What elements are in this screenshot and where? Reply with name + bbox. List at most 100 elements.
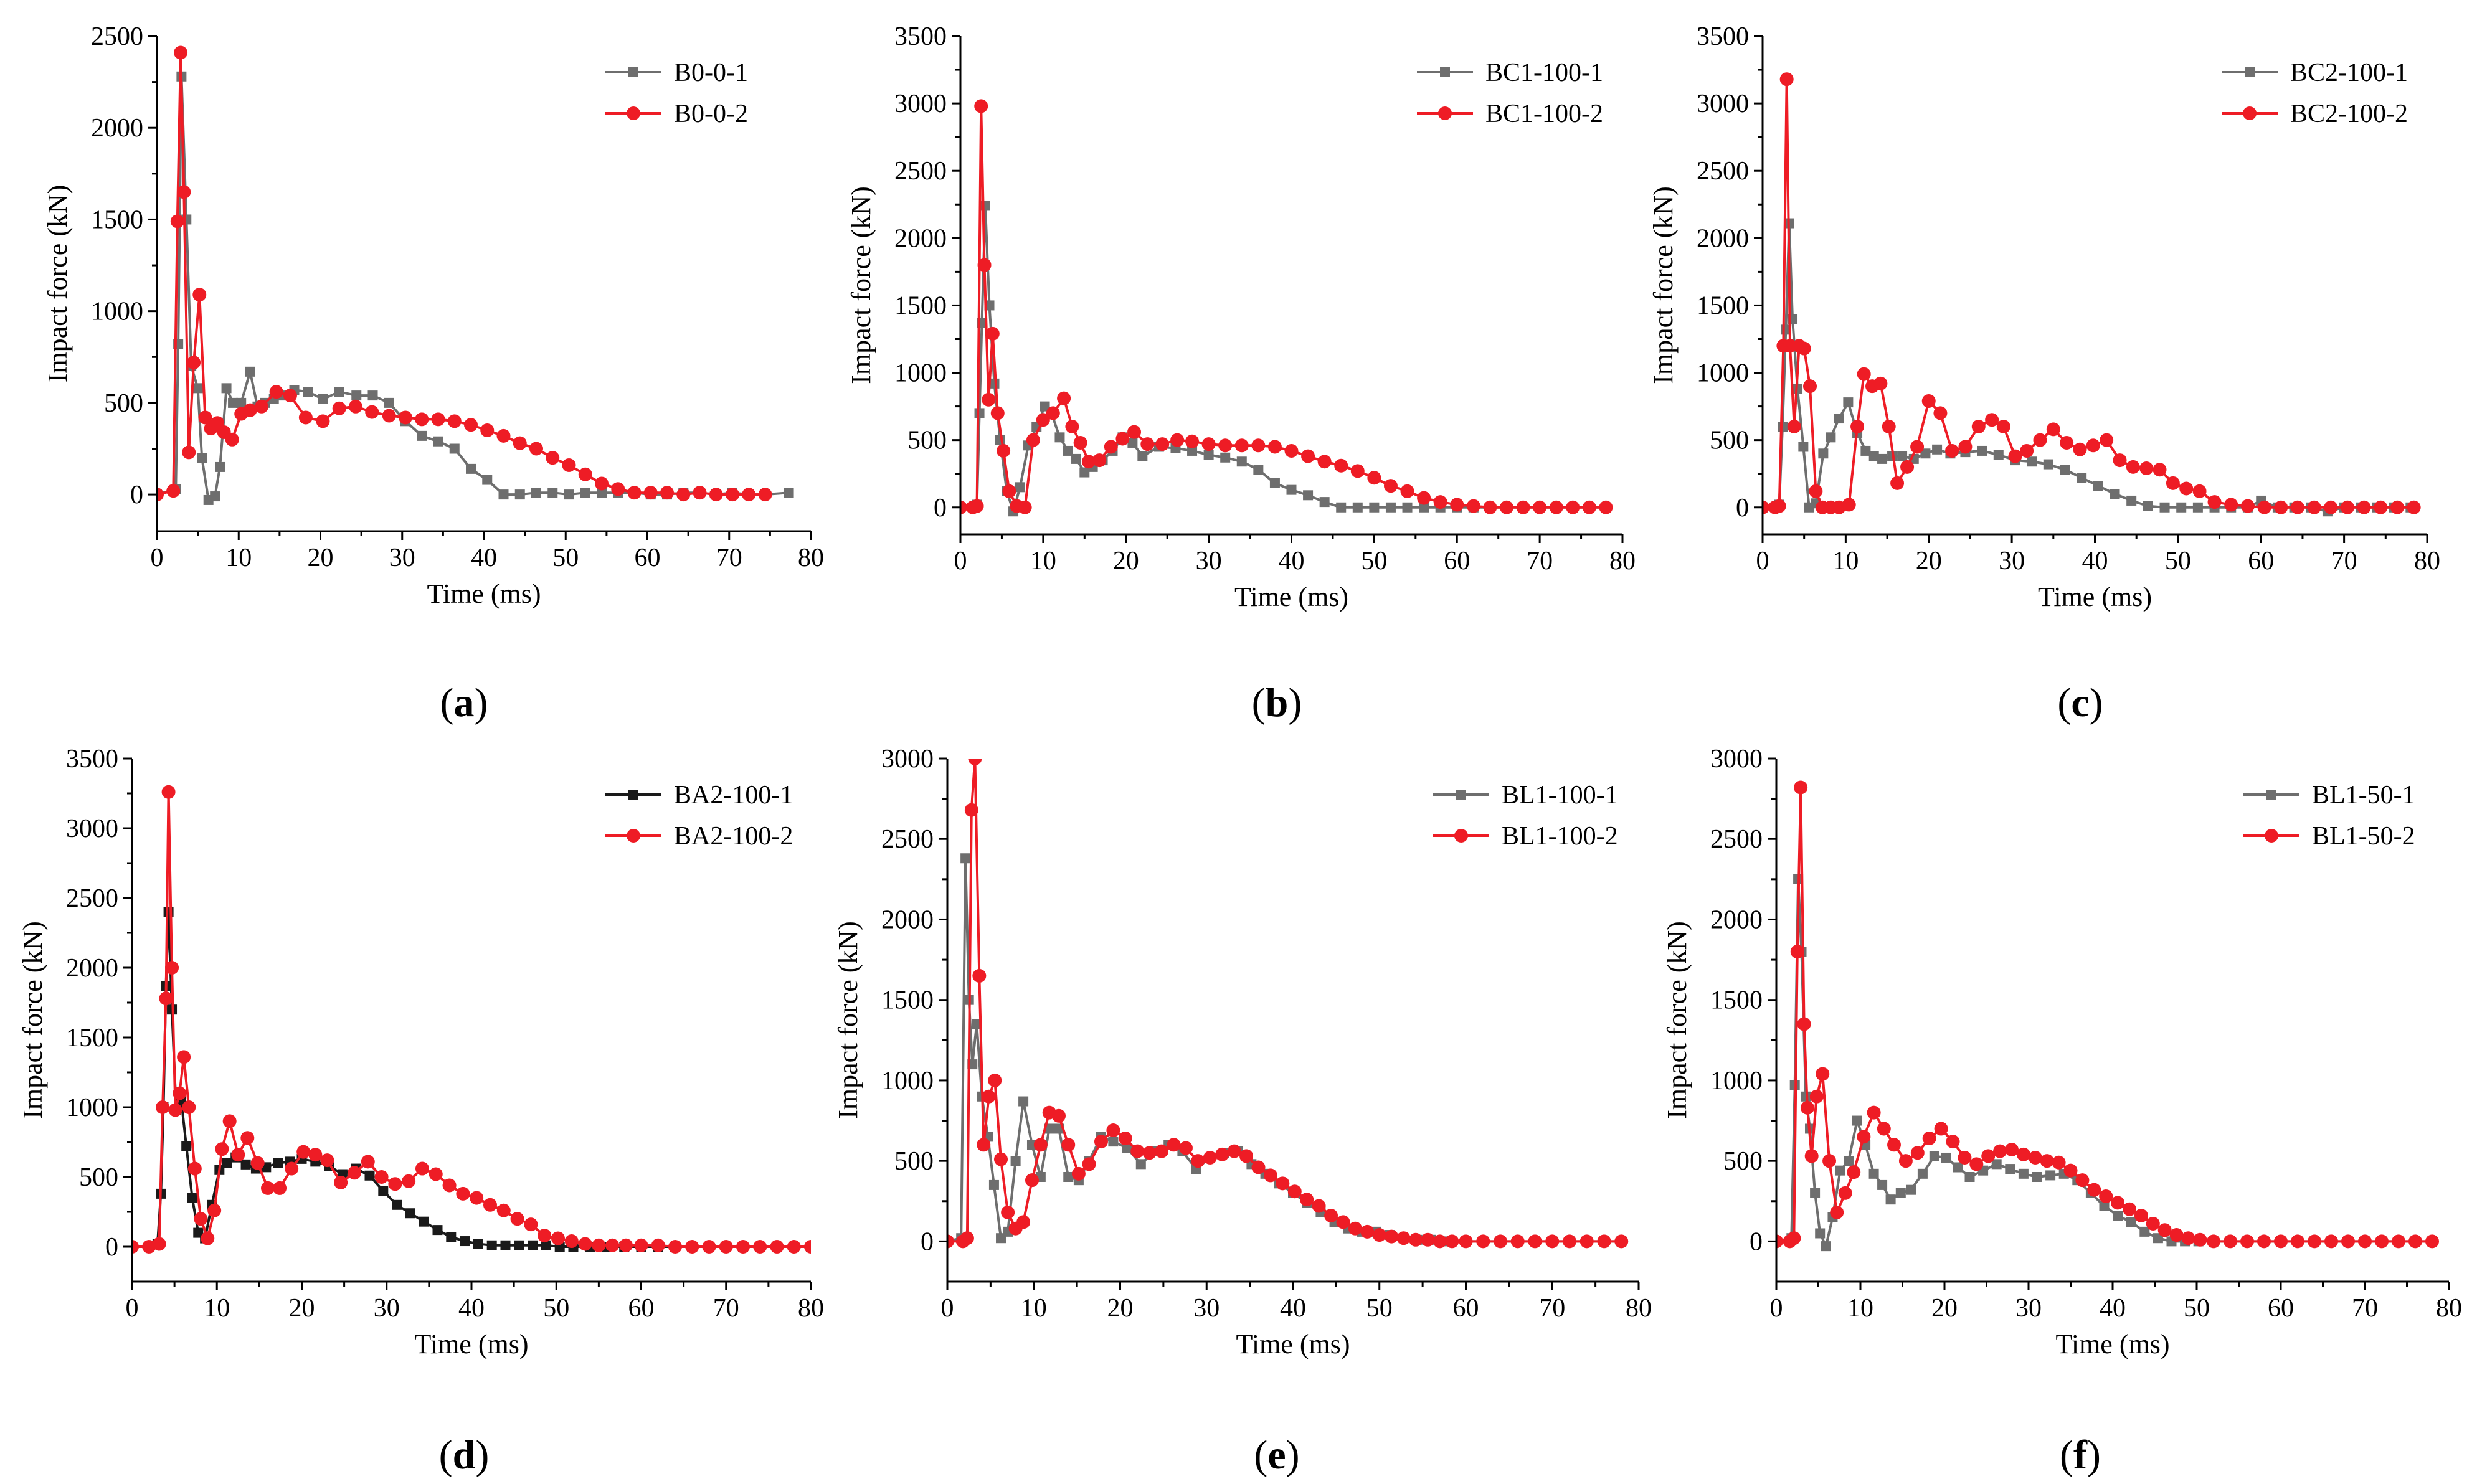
legend-label-f-2: BL1-50-2 xyxy=(2312,822,2415,851)
y-tick-label-e-500: 500 xyxy=(894,1147,934,1176)
data-point-a-1-21 xyxy=(318,394,328,404)
data-point-e-2-50 xyxy=(1459,1234,1473,1249)
data-point-c-1-31 xyxy=(2077,473,2087,483)
data-point-c-2-2 xyxy=(1772,499,1786,513)
data-point-c-2-55 xyxy=(2374,500,2388,514)
y-tick-label-a-0: 0 xyxy=(130,481,143,509)
x-tick-label-e-40: 40 xyxy=(1280,1294,1306,1323)
legend-marker-a-2 xyxy=(627,106,640,120)
x-tick-label-b-80: 80 xyxy=(1609,547,1636,575)
data-point-d-2-17 xyxy=(231,1148,245,1162)
y-tick-label-e-1500: 1500 xyxy=(881,986,934,1015)
x-tick-label-b-40: 40 xyxy=(1279,547,1305,575)
data-point-b-2-5 xyxy=(982,392,996,407)
data-point-a-2-0 xyxy=(157,488,164,502)
data-point-b-2-48 xyxy=(1549,500,1563,514)
x-tick-label-d-70: 70 xyxy=(713,1294,739,1323)
data-point-d-2-18 xyxy=(240,1131,255,1145)
chart-panel-c: 0 10 20 30 40 50 60 70 80 0 500 1000 1500 2000 2500 300… xyxy=(1648,22,2440,725)
x-tick-label-f-10: 10 xyxy=(1847,1294,1873,1323)
x-tick-label-d-80: 80 xyxy=(798,1294,824,1323)
x-axis-title-c: Time (ms) xyxy=(2038,582,2152,612)
data-point-c-2-50 xyxy=(2290,500,2304,514)
data-point-c-2-35 xyxy=(2073,442,2087,456)
data-point-c-2-33 xyxy=(2046,422,2060,437)
data-point-f-2-3 xyxy=(1790,945,1804,959)
y-tick-label-d-1500: 1500 xyxy=(66,1024,118,1052)
data-point-d-2-10 xyxy=(182,1100,196,1114)
data-point-a-2-1 xyxy=(166,484,181,498)
data-point-b-1-38 xyxy=(1369,502,1380,513)
panel-label-letter-b: b xyxy=(1266,680,1289,725)
data-point-c-2-54 xyxy=(2357,500,2371,514)
data-point-b-2-31 xyxy=(1267,440,1282,454)
data-point-c-2-4 xyxy=(1779,72,1794,87)
data-point-b-1-33 xyxy=(1286,484,1297,495)
panel-label-close-f: ) xyxy=(2087,1432,2101,1478)
data-point-a-1-31 xyxy=(482,475,493,485)
y-tick-label-a-1500: 1500 xyxy=(91,206,143,234)
x-tick-label-a-0: 0 xyxy=(151,544,164,572)
data-point-a-1-6 xyxy=(192,383,203,394)
x-tick-label-f-50: 50 xyxy=(2184,1294,2210,1323)
x-tick-label-b-10: 10 xyxy=(1030,547,1056,575)
data-point-f-2-49 xyxy=(2291,1234,2304,1249)
data-point-f-2-34 xyxy=(2087,1183,2101,1197)
data-point-e-2-19 xyxy=(1082,1157,1096,1171)
x-tick-label-e-50: 50 xyxy=(1366,1294,1393,1323)
panel-label-letter-f: f xyxy=(2073,1432,2088,1478)
legend-e: BL1-100-1 BL1-100-2 xyxy=(1433,781,1618,851)
data-point-b-2-41 xyxy=(1433,495,1447,509)
data-point-f-1-12 xyxy=(1844,1156,1854,1166)
series-f-2 xyxy=(1776,780,2439,1249)
y-tick-label-b-3500: 3500 xyxy=(894,22,947,51)
series-c-2 xyxy=(1763,72,2421,514)
y-tick-label-d-0: 0 xyxy=(105,1233,118,1262)
data-point-f-2-25 xyxy=(1981,1149,1996,1163)
data-point-d-2-44 xyxy=(578,1237,592,1251)
y-axis-title-a: Impact force (kN) xyxy=(42,185,73,383)
data-point-c-2-51 xyxy=(2307,500,2321,514)
data-point-b-1-29 xyxy=(1220,452,1231,463)
legend-label-e-1: BL1-100-1 xyxy=(1502,781,1618,810)
y-tick-label-e-2500: 2500 xyxy=(881,825,934,854)
data-point-c-1-25 xyxy=(1977,445,1987,456)
data-point-e-1-8 xyxy=(988,1179,999,1190)
x-tick-label-e-10: 10 xyxy=(1021,1294,1047,1323)
data-point-d-2-19 xyxy=(250,1156,265,1170)
data-point-a-2-24 xyxy=(399,410,412,425)
data-point-e-2-37 xyxy=(1300,1193,1314,1207)
legend-label-d-2: BA2-100-2 xyxy=(674,822,793,851)
x-axis-title-d: Time (ms) xyxy=(415,1329,529,1359)
data-point-d-2-0 xyxy=(132,1240,139,1254)
data-point-d-1-34 xyxy=(446,1232,457,1242)
data-point-c-2-42 xyxy=(2166,476,2180,490)
data-point-f-1-29 xyxy=(2032,1172,2042,1182)
data-point-f-2-21 xyxy=(1934,1122,1948,1136)
data-point-e-2-54 xyxy=(1528,1234,1542,1249)
data-point-c-2-21 xyxy=(1900,460,1915,474)
data-point-c-1-11 xyxy=(1826,432,1836,443)
data-point-c-2-22 xyxy=(1910,440,1925,454)
data-point-f-2-10 xyxy=(1822,1154,1837,1168)
data-point-e-2-30 xyxy=(1215,1147,1229,1161)
data-point-b-2-15 xyxy=(1057,391,1071,405)
data-point-b-1-2 xyxy=(974,408,985,418)
y-tick-label-f-2000: 2000 xyxy=(1710,905,1763,934)
data-point-a-1-23 xyxy=(351,390,362,401)
data-point-e-2-40 xyxy=(1336,1215,1350,1229)
x-tick-label-b-30: 30 xyxy=(1196,547,1222,575)
data-point-b-2-33 xyxy=(1301,449,1315,463)
data-point-a-2-12 xyxy=(225,432,239,447)
data-point-f-2-13 xyxy=(1847,1165,1861,1179)
panel-label-close-b: ) xyxy=(1288,680,1302,725)
data-point-c-1-13 xyxy=(1843,397,1854,408)
data-point-e-2-48 xyxy=(1433,1234,1447,1249)
data-point-f-2-12 xyxy=(1838,1186,1852,1200)
y-tick-label-b-1000: 1000 xyxy=(894,359,947,388)
data-point-b-2-13 xyxy=(1036,413,1050,427)
x-tick-label-b-0: 0 xyxy=(954,547,967,575)
data-point-f-1-8 xyxy=(1815,1228,1826,1239)
data-point-a-1-36 xyxy=(564,489,574,500)
y-axis-title-f: Impact force (kN) xyxy=(1662,921,1692,1119)
